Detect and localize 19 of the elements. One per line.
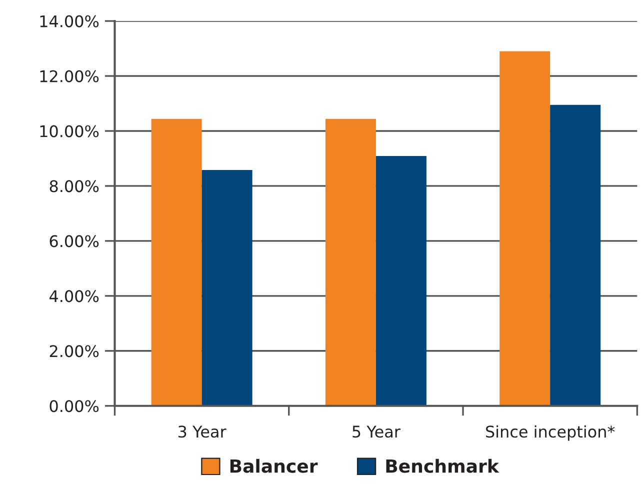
y-tick-label: 12.00% xyxy=(40,70,99,82)
y-tick-label: 2.00% xyxy=(50,345,99,358)
y-tick-label: 4.00% xyxy=(50,290,99,302)
y-tick-label: 14.00% xyxy=(40,15,99,28)
y-tick-label: 6.00% xyxy=(50,235,99,248)
legend-label: Balancer xyxy=(230,458,318,473)
bar xyxy=(376,156,426,406)
x-tick-label: 3 Year xyxy=(178,426,226,438)
y-tick-label: 0.00% xyxy=(50,400,99,412)
bar xyxy=(151,118,202,406)
y-tick-label: 10.00% xyxy=(40,125,99,138)
bar xyxy=(500,51,550,406)
x-tick-label: Since inception* xyxy=(486,425,615,441)
bar xyxy=(550,104,601,406)
bar xyxy=(202,170,252,406)
y-tick-label: 8.00% xyxy=(50,180,99,192)
x-tick-label: 5 Year xyxy=(352,426,400,438)
legend-label: Benchmark xyxy=(386,458,500,473)
bar xyxy=(325,118,376,406)
